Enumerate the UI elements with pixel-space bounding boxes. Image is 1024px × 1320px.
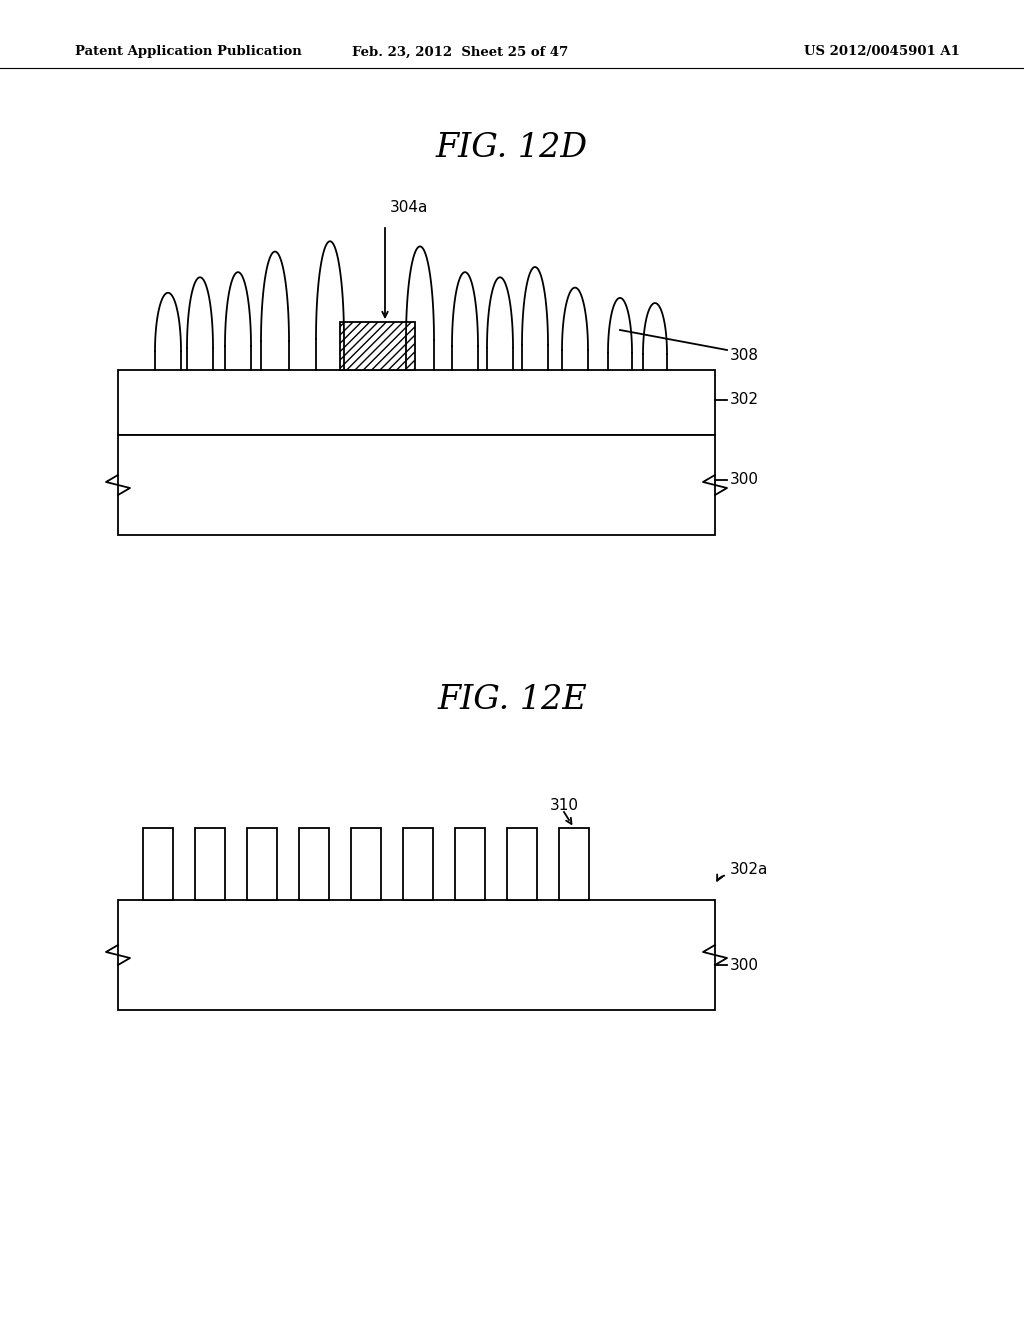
Text: 304a: 304a [390, 201, 428, 215]
Text: 308: 308 [730, 347, 759, 363]
Bar [455, 828, 485, 900]
Bar [143, 828, 173, 900]
Text: Feb. 23, 2012  Sheet 25 of 47: Feb. 23, 2012 Sheet 25 of 47 [352, 45, 568, 58]
Text: 302: 302 [730, 392, 759, 408]
Text: 302a: 302a [730, 862, 768, 878]
Bar [118, 900, 715, 1010]
Bar [351, 828, 381, 900]
Text: 310: 310 [550, 797, 579, 813]
Bar [299, 828, 329, 900]
Bar [118, 370, 715, 436]
Text: FIG. 12D: FIG. 12D [436, 132, 588, 164]
Bar [507, 828, 537, 900]
Text: FIG. 12E: FIG. 12E [437, 684, 587, 715]
Text: 300: 300 [730, 957, 759, 973]
Text: 300: 300 [730, 473, 759, 487]
Bar [195, 828, 225, 900]
Text: Patent Application Publication: Patent Application Publication [75, 45, 302, 58]
Bar [340, 322, 415, 370]
Bar [559, 828, 589, 900]
Text: US 2012/0045901 A1: US 2012/0045901 A1 [804, 45, 961, 58]
Bar [118, 436, 715, 535]
Bar [403, 828, 433, 900]
Bar [247, 828, 278, 900]
